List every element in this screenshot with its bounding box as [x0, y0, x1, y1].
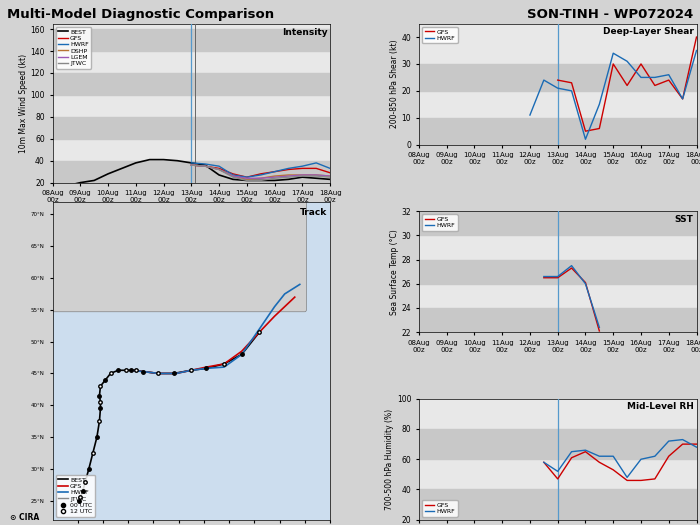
Bar [52, 161, 330, 183]
Text: ⊙ CIRA: ⊙ CIRA [10, 513, 40, 522]
Bar [52, 117, 330, 139]
FancyBboxPatch shape [51, 181, 307, 312]
Text: Intensity: Intensity [281, 28, 328, 37]
Bar [419, 118, 696, 144]
Y-axis label: 700-500 hPa Humidity (%): 700-500 hPa Humidity (%) [385, 408, 394, 510]
Legend: GFS, HWRF: GFS, HWRF [422, 27, 458, 44]
Text: Multi-Model Diagnostic Comparison: Multi-Model Diagnostic Comparison [7, 8, 274, 21]
Bar [52, 29, 330, 51]
Legend: BEST, GFS, HWRF, JTWC, 00 UTC, 12 UTC: BEST, GFS, HWRF, JTWC, 00 UTC, 12 UTC [55, 475, 94, 517]
Bar [52, 73, 330, 95]
Text: Deep-Layer Shear: Deep-Layer Shear [603, 27, 694, 36]
Text: SON-TINH - WP072024: SON-TINH - WP072024 [526, 8, 693, 21]
Y-axis label: 10m Max Wind Speed (kt): 10m Max Wind Speed (kt) [19, 54, 27, 153]
Text: Track: Track [300, 208, 328, 217]
Bar [419, 211, 696, 235]
Legend: BEST, GFS, HWRF, DSHP, LGEM, JTWC: BEST, GFS, HWRF, DSHP, LGEM, JTWC [55, 27, 91, 69]
Y-axis label: 200-850 hPa Shear (kt): 200-850 hPa Shear (kt) [390, 40, 399, 129]
Bar [419, 308, 696, 332]
Bar [419, 259, 696, 284]
Legend: GFS, HWRF: GFS, HWRF [422, 500, 458, 517]
Y-axis label: Sea Surface Temp (°C): Sea Surface Temp (°C) [390, 229, 399, 314]
Bar [419, 64, 696, 91]
Bar [419, 429, 696, 459]
Legend: GFS, HWRF: GFS, HWRF [422, 214, 458, 231]
Text: Mid-Level RH: Mid-Level RH [626, 402, 694, 412]
Bar [419, 489, 696, 520]
Text: SST: SST [675, 215, 694, 224]
